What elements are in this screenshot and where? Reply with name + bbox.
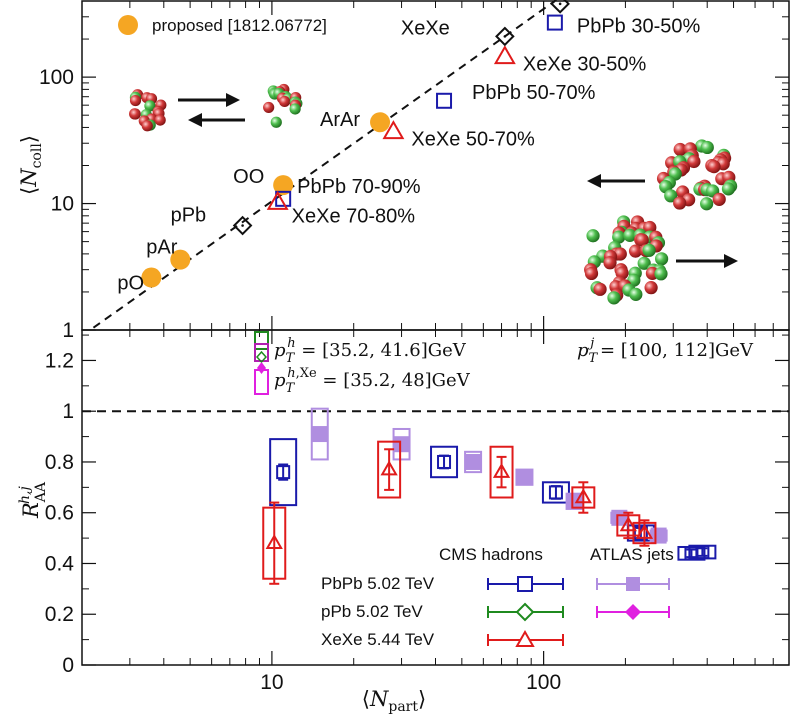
- series0-point2-marker: [548, 485, 563, 500]
- series1-point0-marker: [311, 426, 328, 443]
- series1-point1-marker: [393, 436, 410, 453]
- x-tick-label: 100: [526, 671, 561, 694]
- series1-point6-marker: [650, 527, 667, 544]
- svg-text:⟨Ncoll⟩: ⟨Ncoll⟩: [17, 135, 45, 195]
- fit-line: [88, 1, 556, 330]
- proposed-point-ArAr: [370, 112, 391, 133]
- point-pbpb-8: [550, 0, 570, 14]
- series2-point3-marker: [574, 488, 592, 504]
- series1-point2-marker: [465, 453, 482, 470]
- arrow-right-top-head: [226, 93, 240, 107]
- svg-text:ATLAS jets: ATLAS jets: [590, 545, 674, 564]
- svg-text:pPb 5.02 TeV: pPb 5.02 TeV: [321, 602, 423, 621]
- svg-text:CMS hadrons: CMS hadrons: [439, 545, 543, 564]
- series2-point0-marker: [265, 533, 283, 549]
- point-label-4: PbPb 50-70%: [472, 82, 596, 104]
- point-xexe-2: [266, 190, 289, 210]
- proposed-label-pAr: pAr: [146, 237, 177, 259]
- lower-y-axis-title: RAAh,j: [17, 481, 49, 519]
- point-ppb-0: [232, 215, 253, 236]
- arrow-left-mid-head: [587, 174, 601, 188]
- point-center-dot: [558, 2, 562, 6]
- legend-proposed-label: proposed [1812.06772]: [152, 16, 327, 35]
- upper-y-axis-title: ⟨Ncoll⟩: [17, 135, 45, 195]
- point-label-1: PbPb 70-90%: [297, 176, 421, 198]
- lower-legend: CMS hadrons ATLAS jets PbPb 5.02 TeV pPb…: [321, 545, 674, 649]
- point-label-8: PbPb: [492, 0, 541, 5]
- series0-point0-sys: [269, 438, 298, 507]
- y-tick-label: 0.6: [45, 502, 74, 525]
- proposed-label-ArAr: ArAr: [320, 109, 360, 131]
- y-tick-label: 0: [62, 654, 74, 677]
- proposed-point-OO: [273, 175, 294, 196]
- point-pbpb-6: [546, 14, 563, 31]
- series2-point2-sys: [489, 445, 514, 499]
- point-xexe-3: [382, 120, 405, 140]
- series2-point1-marker: [380, 460, 398, 476]
- point-label-0: pPb: [171, 205, 207, 227]
- x-axis-title: ⟨Npart⟩: [362, 687, 426, 715]
- pt-legend-markers: [254, 331, 269, 395]
- series2-point1-sys: [377, 440, 402, 499]
- y-tick-label: 10: [51, 193, 74, 216]
- nucleus-large-upper: [656, 139, 738, 211]
- svg-text:pTh,Xe = [35.2, 48]GeV: pTh,Xe = [35.2, 48]GeV: [274, 366, 471, 396]
- nucleus-small-right: [263, 83, 303, 128]
- point-label-2: XeXe 70-80%: [292, 205, 416, 227]
- y-tick-label: 0.2: [45, 603, 74, 626]
- svg-text:pTh = [35.2, 41.6]GeV: pTh = [35.2, 41.6]GeV: [274, 336, 467, 366]
- proposed-point-pAr: [170, 249, 191, 270]
- y-tick-label: 1: [62, 400, 74, 423]
- arrow-left-top-head: [188, 113, 202, 127]
- point-label-7: XeXe: [401, 17, 450, 39]
- y-tick-label: 0.4: [45, 552, 75, 575]
- series1-point3-marker: [516, 469, 533, 486]
- series0-point0-marker: [276, 465, 291, 480]
- svg-text:RAAh,j: RAAh,j: [17, 481, 49, 519]
- series2-point4-marker: [619, 516, 637, 532]
- proposed-label-OO: OO: [233, 166, 264, 188]
- svg-text:XeXe 5.44 TeV: XeXe 5.44 TeV: [321, 630, 435, 649]
- proposed-label-pO: pO: [117, 273, 144, 295]
- point-xexe-7: [495, 26, 515, 47]
- series2-point2-marker: [492, 462, 511, 478]
- proposed-point-pO: [141, 267, 162, 288]
- point-label-3: XeXe 50-70%: [411, 129, 535, 151]
- arrow-right-bottom-head: [724, 254, 738, 268]
- nucleus-large-lower: [584, 215, 669, 305]
- y-tick-label: 1.2: [45, 349, 74, 372]
- series2-point5-marker: [635, 523, 654, 539]
- series0-point2-sys: [541, 481, 570, 504]
- point-label-5: XeXe 30-50%: [523, 54, 647, 76]
- y-tick-label: 1: [62, 319, 74, 342]
- nuclei-illustrations: [129, 83, 738, 305]
- y-tick-label: 100: [39, 66, 74, 89]
- pt-annotations: pTh = [35.2, 41.6]GeV pTj = [100, 112]Ge…: [274, 336, 754, 396]
- svg-text:pTj = [100, 112]GeV: pTj = [100, 112]GeV: [577, 336, 754, 366]
- series0-point5-marker: [695, 545, 710, 560]
- x-tick-label: 10: [260, 671, 283, 694]
- series0-point1-marker: [437, 454, 452, 469]
- point-center-dot: [241, 224, 244, 227]
- point-pbpb-4: [436, 92, 453, 109]
- series0-point1-sys: [430, 445, 459, 479]
- svg-text:PbPb 5.02 TeV: PbPb 5.02 TeV: [321, 574, 435, 593]
- nucleus-small-left: [129, 89, 167, 132]
- point-xexe-5: [493, 45, 516, 65]
- y-tick-label: 0.8: [45, 451, 74, 474]
- lower-panel: 10 100 0 0.2 0.4 0.6 0.8 1 1.2: [45, 330, 789, 694]
- legend-proposed-marker: [118, 15, 138, 35]
- point-label-6: PbPb 30-50%: [577, 16, 701, 38]
- series0-point3-marker: [633, 526, 648, 541]
- point-center-dot: [503, 35, 507, 38]
- point-pbpb-1: [275, 190, 292, 207]
